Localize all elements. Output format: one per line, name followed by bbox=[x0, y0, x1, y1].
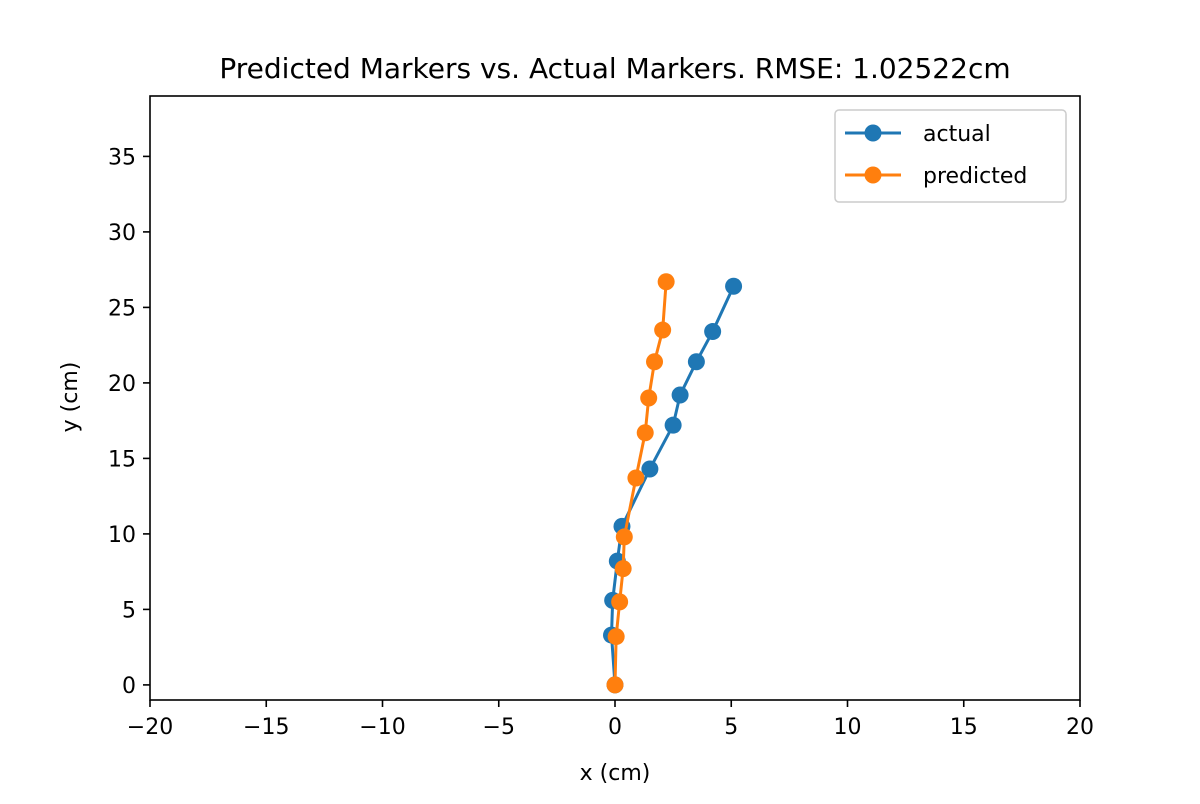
legend-marker-predicted bbox=[864, 166, 882, 184]
data-point-actual bbox=[671, 386, 689, 404]
x-tick-label: −5 bbox=[483, 715, 515, 740]
data-point-predicted bbox=[606, 676, 624, 694]
data-point-actual bbox=[687, 353, 705, 371]
data-point-predicted bbox=[614, 560, 632, 578]
x-tick-label: 10 bbox=[834, 715, 862, 740]
data-point-predicted bbox=[636, 424, 654, 442]
data-point-actual bbox=[725, 277, 743, 295]
y-tick-label: 30 bbox=[108, 221, 136, 246]
data-point-actual bbox=[664, 416, 682, 434]
x-axis-label: x (cm) bbox=[580, 761, 651, 786]
x-tick-label: 5 bbox=[724, 715, 738, 740]
y-tick-label: 0 bbox=[122, 674, 136, 699]
x-tick-label: 15 bbox=[950, 715, 978, 740]
data-point-predicted bbox=[611, 593, 629, 611]
x-tick-label: −10 bbox=[359, 715, 405, 740]
y-axis-label: y (cm) bbox=[58, 362, 83, 433]
data-point-predicted bbox=[654, 321, 672, 339]
x-tick-label: −15 bbox=[243, 715, 289, 740]
x-tick-label: −20 bbox=[127, 715, 173, 740]
y-tick-label: 20 bbox=[108, 372, 136, 397]
data-point-predicted bbox=[627, 469, 645, 487]
legend-marker-actual bbox=[864, 124, 882, 142]
legend-label-predicted: predicted bbox=[923, 164, 1027, 189]
data-point-actual bbox=[641, 460, 659, 478]
y-tick-label: 25 bbox=[108, 296, 136, 321]
data-point-predicted bbox=[640, 389, 658, 407]
data-point-predicted bbox=[657, 273, 675, 291]
data-point-predicted bbox=[615, 528, 633, 546]
legend: actual predicted bbox=[834, 109, 1067, 203]
plot-area: −20 −15 −10 −5 0 5 10 15 20 0 5 10 15 20 25 30 35 bbox=[108, 95, 1094, 740]
y-tick-label: 5 bbox=[122, 598, 136, 623]
y-tick-label: 15 bbox=[108, 447, 136, 472]
chart-title: Predicted Markers vs. Actual Markers. RM… bbox=[219, 52, 1010, 85]
x-tick-label: 20 bbox=[1066, 715, 1094, 740]
data-point-predicted bbox=[646, 353, 664, 371]
legend-label-actual: actual bbox=[923, 122, 991, 147]
y-tick-label: 35 bbox=[108, 145, 136, 170]
x-tick-label: 0 bbox=[608, 715, 622, 740]
data-point-actual bbox=[704, 323, 722, 341]
y-tick-label: 10 bbox=[108, 523, 136, 548]
data-point-predicted bbox=[607, 628, 625, 646]
